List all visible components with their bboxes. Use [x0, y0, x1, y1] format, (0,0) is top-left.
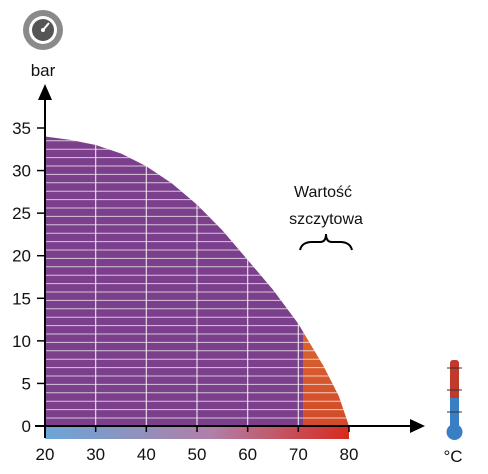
y-axis-ticks: 0 5 10 15 20 25 30 35 [12, 119, 45, 436]
y-tick-label: 20 [12, 247, 31, 266]
x-axis-ticks: 20 30 40 50 60 70 80 [36, 426, 359, 464]
temperature-gradient-bar [45, 427, 349, 439]
peak-annotation-line2: szczytowa [289, 211, 363, 228]
y-tick-label: 5 [22, 374, 31, 393]
x-tick-label: 50 [188, 445, 207, 464]
x-tick-label: 40 [137, 445, 156, 464]
y-tick-label: 35 [12, 119, 31, 138]
y-tick-label: 0 [22, 417, 31, 436]
y-tick-label: 10 [12, 332, 31, 351]
y-axis-unit-label: bar [31, 61, 56, 80]
y-tick-label: 25 [12, 204, 31, 223]
thermometer-icon [446, 360, 463, 440]
peak-annotation-line1: Wartość [294, 184, 352, 201]
x-axis-arrow [410, 419, 425, 433]
y-tick-label: 15 [12, 289, 31, 308]
y-axis-arrow [38, 84, 52, 100]
x-tick-label: 70 [289, 445, 308, 464]
x-tick-label: 80 [340, 445, 359, 464]
x-tick-label: 60 [238, 445, 257, 464]
x-tick-label: 30 [86, 445, 105, 464]
peak-brace [299, 233, 353, 251]
main-pressure-area [45, 136, 304, 426]
pressure-gauge-icon [23, 10, 63, 50]
y-tick-label: 30 [12, 162, 31, 181]
peak-pressure-area [303, 136, 349, 426]
x-axis-unit-label: °C [443, 447, 462, 466]
x-tick-label: 20 [36, 445, 55, 464]
